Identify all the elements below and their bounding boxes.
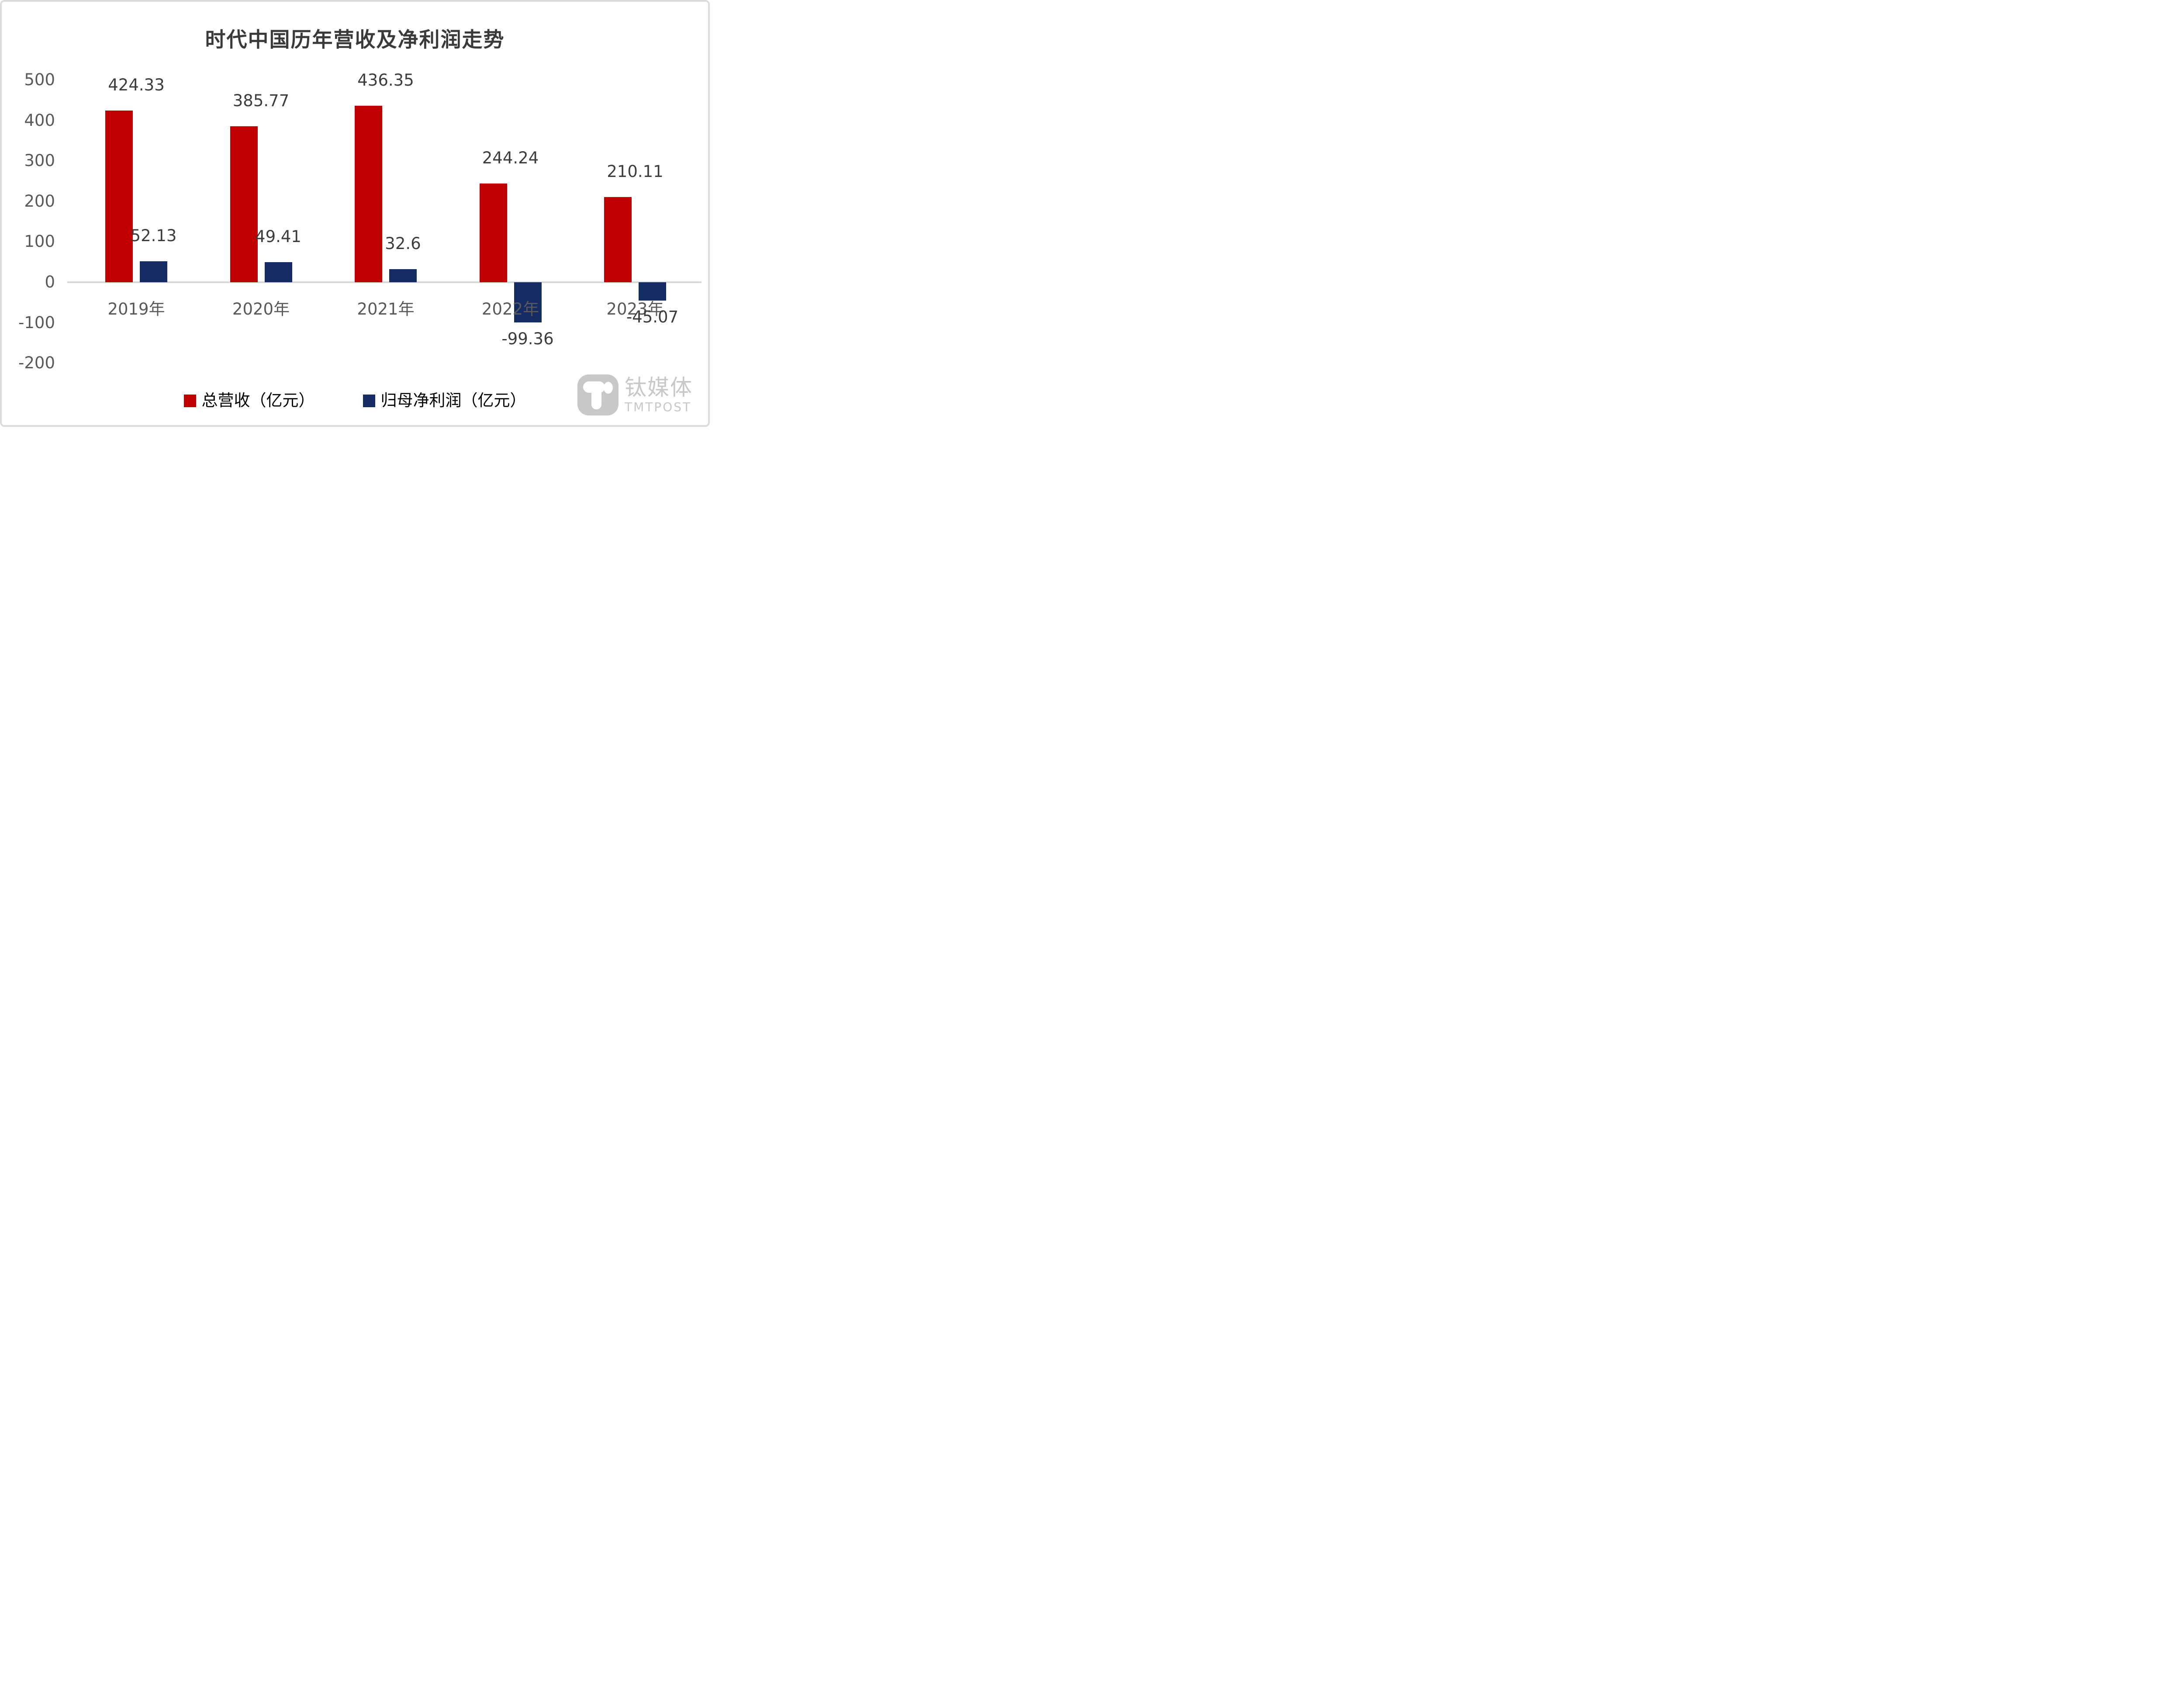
chart-canvas: 时代中国历年营收及净利润走势 500 400 300 200 100 0 -100 -200 2… [0, 0, 710, 427]
watermark-cn-text: 钛媒体 [625, 375, 693, 400]
bar-revenue [479, 183, 507, 282]
legend-item-net-profit: 归母净利润（亿元） [363, 391, 526, 410]
y-axis-tick-label: 200 [24, 191, 55, 211]
data-label-net-profit: 52.13 [130, 226, 177, 245]
data-label-net-profit: -99.36 [501, 329, 554, 348]
y-axis-tick-label: 500 [24, 70, 55, 90]
bar-revenue [105, 111, 133, 282]
watermark-text: 钛媒体 TMTPOST [625, 376, 693, 414]
data-label-net-profit: 32.6 [385, 234, 421, 253]
x-axis-label: 2022年 [481, 300, 539, 319]
x-axis-label: 2023年 [606, 300, 664, 319]
bar-net-profit [514, 282, 542, 322]
legend-swatch-net-profit [363, 394, 375, 407]
data-label-revenue: 244.24 [482, 148, 539, 167]
y-axis-tick-label: 100 [24, 232, 55, 251]
data-label-revenue: 424.33 [108, 76, 165, 95]
data-label-net-profit: 49.41 [255, 227, 301, 246]
bar-net-profit [639, 282, 666, 301]
x-axis-label: 2021年 [357, 300, 415, 319]
watermark-en-text: TMTPOST [625, 400, 692, 414]
data-label-revenue: 385.77 [232, 91, 290, 110]
legend: 总营收（亿元） 归母净利润（亿元） [2, 391, 708, 410]
bar-revenue [230, 126, 258, 282]
bar-net-profit [389, 269, 417, 282]
data-label-revenue: 210.11 [607, 162, 663, 181]
legend-swatch-revenue [183, 394, 196, 407]
chart-title: 时代中国历年营收及净利润走势 [205, 28, 505, 52]
legend-item-revenue: 总营收（亿元） [183, 391, 315, 410]
watermark-tmtpost: 钛媒体 TMTPOST [577, 374, 693, 415]
bar-net-profit [140, 261, 167, 282]
x-axis-zero-line [67, 281, 702, 283]
bar-revenue [355, 106, 382, 282]
tmtpost-logo-t-stem [591, 388, 601, 409]
legend-label-net-profit: 归母净利润（亿元） [380, 391, 526, 410]
data-label-net-profit: -45.07 [626, 307, 679, 326]
bar-net-profit [264, 262, 292, 282]
x-axis-label: 2019年 [107, 300, 165, 319]
y-axis-tick-label: -100 [18, 313, 55, 332]
y-axis-tick-label: -200 [18, 353, 55, 373]
y-axis-tick-label: 400 [24, 111, 55, 130]
plot-area: 500 400 300 200 100 0 -100 -200 2019年 424.33 52.13… [2, 2, 708, 425]
legend-label-revenue: 总营收（亿元） [201, 391, 315, 410]
tmtpost-logo-dot [604, 382, 613, 394]
y-axis-tick-label: 300 [24, 151, 55, 170]
y-axis-tick-label: 0 [45, 273, 55, 291]
data-label-revenue: 436.35 [357, 71, 414, 90]
bar-revenue [604, 197, 632, 282]
tmtpost-logo-icon [577, 374, 619, 415]
x-axis-label: 2020年 [232, 300, 290, 319]
